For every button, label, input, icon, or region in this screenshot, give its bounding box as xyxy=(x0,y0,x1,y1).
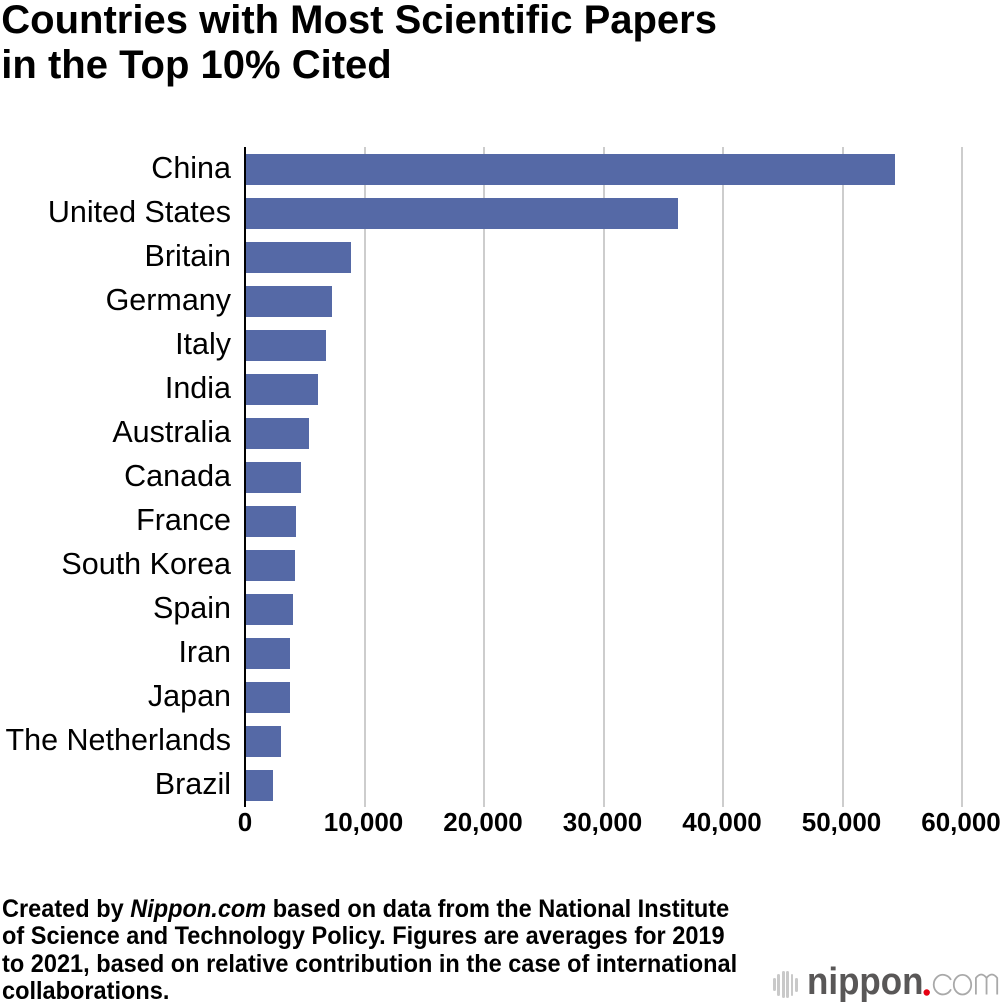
svg-text:nippon: nippon xyxy=(807,961,924,1003)
